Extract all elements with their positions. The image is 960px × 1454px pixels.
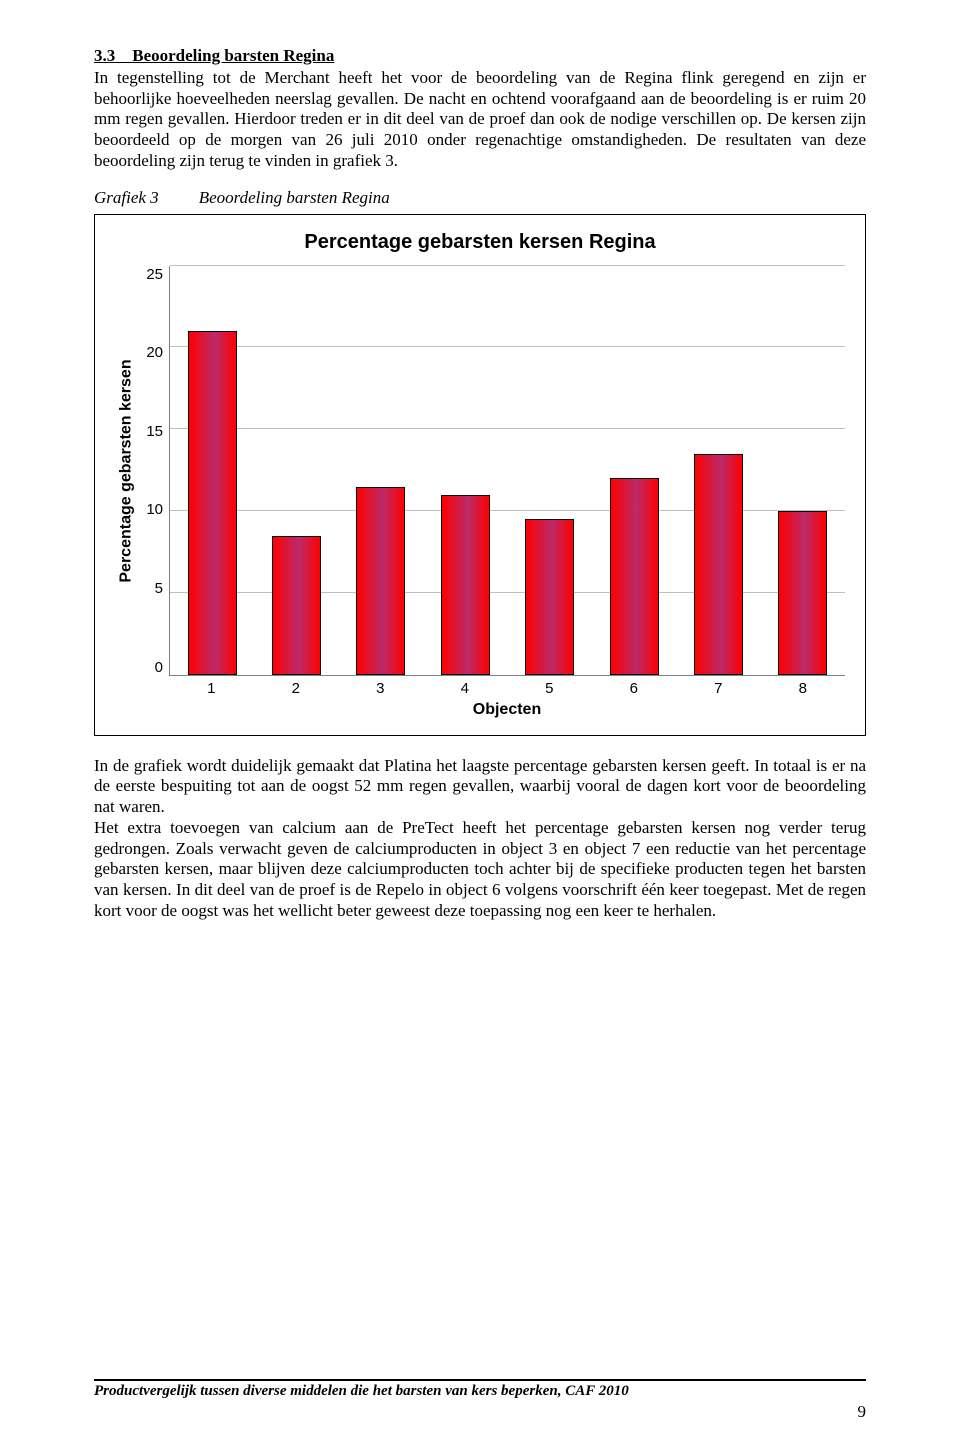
bar <box>356 487 405 675</box>
section-number: 3.3 <box>94 46 115 65</box>
bar <box>610 478 659 674</box>
footer-rule <box>94 1379 866 1381</box>
x-tick: 4 <box>423 676 508 697</box>
section-title: Beoordeling barsten Regina <box>132 46 334 65</box>
bar-slot <box>761 266 845 675</box>
y-tick: 0 <box>139 659 163 676</box>
y-axis-label-wrap: Percentage gebarsten kersen <box>115 266 139 676</box>
x-ticks: 12345678 <box>169 676 845 697</box>
y-tick: 20 <box>139 344 163 361</box>
x-tick: 7 <box>676 676 761 697</box>
bar <box>188 331 237 675</box>
bar-slot <box>676 266 760 675</box>
page-number: 9 <box>94 1402 866 1422</box>
chart-title: Percentage gebarsten kersen Regina <box>115 231 845 254</box>
x-tick: 1 <box>169 676 254 697</box>
x-tick: 5 <box>507 676 592 697</box>
graphic-caption: Beoordeling barsten Regina <box>199 188 390 208</box>
x-axis-label: Objecten <box>169 701 845 719</box>
y-axis-label: Percentage gebarsten kersen <box>118 359 136 582</box>
footer-title: Productvergelijk tussen diverse middelen… <box>94 1383 866 1400</box>
x-tick: 8 <box>761 676 846 697</box>
bar-slot <box>508 266 592 675</box>
bar <box>525 519 574 674</box>
bar <box>272 536 321 675</box>
y-tick: 25 <box>139 266 163 283</box>
bar-slot <box>423 266 507 675</box>
bar-slot <box>254 266 338 675</box>
bars-group <box>170 266 845 675</box>
chart-body: Percentage gebarsten kersen 25 20 15 10 … <box>115 266 845 676</box>
graphic-caption-row: Grafiek 3 Beoordeling barsten Regina <box>94 188 866 208</box>
intro-paragraph: In tegenstelling tot de Merchant heeft h… <box>94 68 866 172</box>
section-heading: 3.3 Beoordeling barsten Regina <box>94 46 866 66</box>
plot-area <box>169 266 845 676</box>
bar <box>778 511 827 675</box>
bar-slot <box>339 266 423 675</box>
bar-slot <box>592 266 676 675</box>
chart-container: Percentage gebarsten kersen Regina Perce… <box>94 214 866 736</box>
x-tick: 6 <box>592 676 677 697</box>
discussion-paragraph: In de grafiek wordt duidelijk gemaakt da… <box>94 756 866 922</box>
graphic-number: Grafiek 3 <box>94 188 159 208</box>
bar-slot <box>170 266 254 675</box>
y-tick: 15 <box>139 423 163 440</box>
page-footer: Productvergelijk tussen diverse middelen… <box>94 1379 866 1422</box>
plot-outer <box>169 266 845 676</box>
x-tick: 3 <box>338 676 423 697</box>
bar <box>441 495 490 675</box>
y-tick: 10 <box>139 501 163 518</box>
x-tick: 2 <box>254 676 339 697</box>
y-ticks: 25 20 15 10 5 0 <box>139 266 169 676</box>
y-tick: 5 <box>139 580 163 597</box>
bar <box>694 454 743 675</box>
